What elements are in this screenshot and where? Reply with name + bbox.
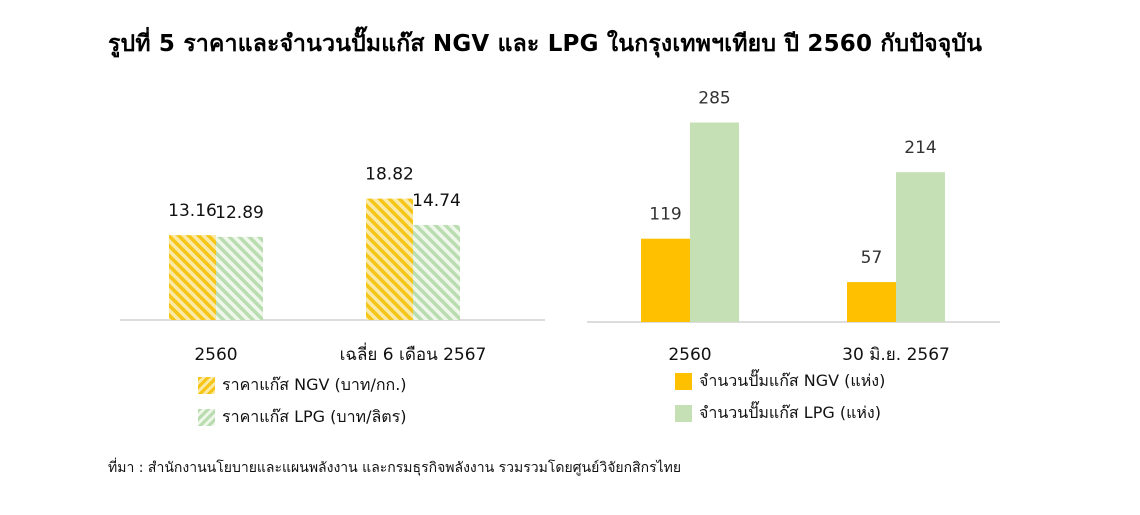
price-bar-lpg-1 [413,224,460,320]
count-bar-lpg-0 [690,122,739,322]
legend-label-lpg-price: ราคาแก๊ส LPG (บาท/ลิตร) [222,406,407,426]
price-legend: ราคาแก๊ส NGV (บาท/กก.) ราคาแก๊ส LPG (บาท… [198,372,407,436]
station-count-chart: 119 285 2560 57 214 30 มิ.ย. 2567 [587,89,1000,365]
figure-title: รูปที่ 5 ราคาและจำนวนปั๊มแก๊ส NGV และ LP… [108,31,983,57]
count-bar-lpg-1 [896,172,945,322]
count-value-label-ngv-1: 57 [861,248,883,268]
legend-swatch-ngv-count [675,372,692,390]
price-value-label-lpg-0: 12.89 [215,203,264,223]
legend-item-lpg-price: ราคาแก๊ส LPG (บาท/ลิตร) [198,404,407,430]
legend-item-ngv-count: จำนวนปั๊มแก๊ส NGV (แห่ง) [675,368,885,394]
legend-swatch-ngv-price [198,376,215,394]
price-category-label-0: 2560 [194,345,237,365]
count-value-label-lpg-1: 214 [904,138,936,158]
count-category-label-1: 30 มิ.ย. 2567 [842,345,950,365]
count-bar-ngv-0 [641,238,690,322]
source-note: ที่มา : สำนักงานนโยบายและแผนพลังงาน และก… [108,460,682,476]
price-value-label-ngv-1: 18.82 [365,165,414,185]
legend-swatch-lpg-count [675,404,692,422]
price-value-label-lpg-1: 14.74 [412,191,461,211]
legend-label-lpg-count: จำนวนปั๊มแก๊ส LPG (แห่ง) [699,402,881,422]
legend-swatch-lpg-price [198,408,215,426]
price-category-label-1: เฉลี่ย 6 เดือน 2567 [340,342,487,365]
count-category-label-0: 2560 [668,345,711,365]
legend-item-lpg-count: จำนวนปั๊มแก๊ส LPG (แห่ง) [675,400,885,426]
price-value-label-ngv-0: 13.16 [168,201,217,221]
legend-label-ngv-count: จำนวนปั๊มแก๊ส NGV (แห่ง) [699,370,886,390]
legend-item-ngv-price: ราคาแก๊ส NGV (บาท/กก.) [198,372,407,398]
price-bar-ngv-1 [366,198,413,320]
price-bar-lpg-0 [216,236,263,320]
price-bar-ngv-0 [169,235,216,320]
count-bar-ngv-1 [847,282,896,322]
legend-label-ngv-price: ราคาแก๊ส NGV (บาท/กก.) [222,374,407,394]
count-value-label-ngv-0: 119 [649,205,681,225]
station-legend: จำนวนปั๊มแก๊ส NGV (แห่ง) จำนวนปั๊มแก๊ส L… [675,368,885,432]
count-value-label-lpg-0: 285 [698,89,730,109]
